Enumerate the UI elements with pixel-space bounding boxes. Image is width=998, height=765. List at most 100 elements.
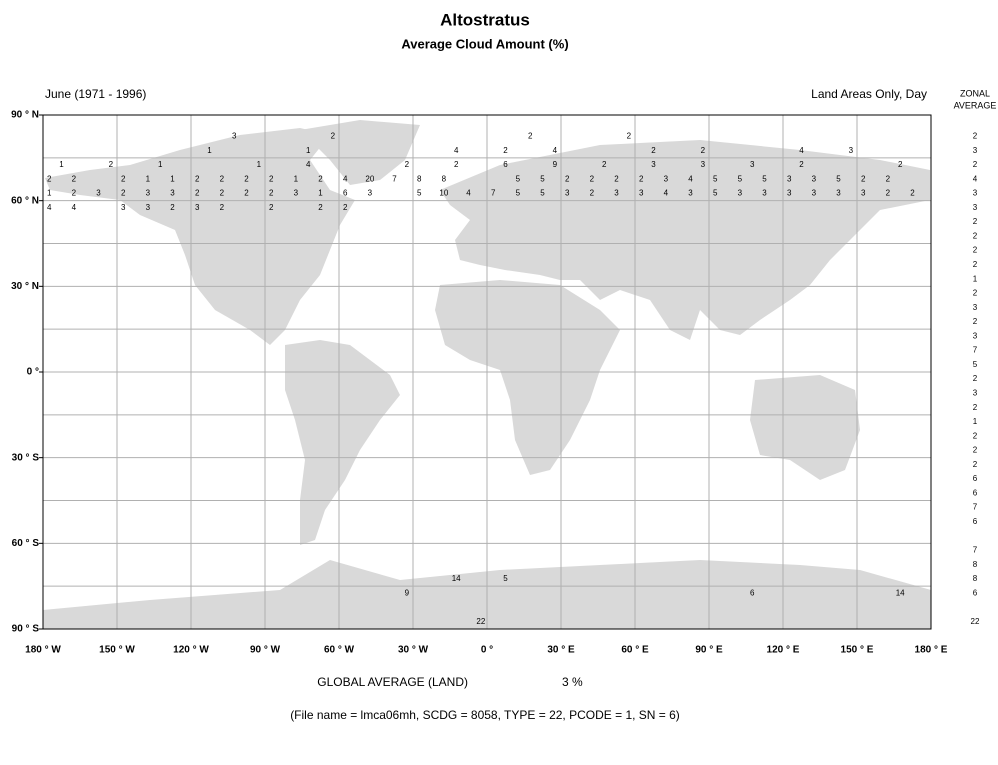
x-tick-label: 120 ° E <box>767 645 800 656</box>
cell-value: 6 <box>750 588 755 597</box>
cell-value: 5 <box>417 189 422 198</box>
cell-value: 2 <box>343 203 348 212</box>
cell-value: 3 <box>639 189 644 198</box>
cell-value: 5 <box>540 189 545 198</box>
cell-value: 6 <box>343 189 348 198</box>
cell-value: 1 <box>158 160 163 169</box>
zonal-average: 7 <box>973 503 978 512</box>
coverage-label: Land Areas Only, Day <box>811 87 927 101</box>
cell-value: 2 <box>614 174 619 183</box>
cell-value: 3 <box>614 189 619 198</box>
zonal-average: 2 <box>973 132 978 141</box>
cell-value: 1 <box>59 160 64 169</box>
cell-value: 2 <box>886 189 891 198</box>
cell-value: 2 <box>269 174 274 183</box>
cell-value: 9 <box>405 588 410 597</box>
cell-value: 2 <box>602 160 607 169</box>
cell-value: 5 <box>540 174 545 183</box>
zonal-average: 6 <box>973 588 978 597</box>
cell-value: 7 <box>392 174 397 183</box>
cell-value: 3 <box>368 189 373 198</box>
cell-value: 20 <box>365 174 374 183</box>
cell-value: 2 <box>651 146 656 155</box>
zonal-average: 8 <box>973 574 978 583</box>
zonal-average: 2 <box>973 246 978 255</box>
cell-value: 3 <box>861 189 866 198</box>
cell-value: 4 <box>799 146 804 155</box>
cell-value: 3 <box>195 203 200 212</box>
x-tick-label: 30 ° W <box>398 645 429 656</box>
cell-value: 2 <box>799 160 804 169</box>
africa <box>435 280 620 475</box>
zonal-average: 2 <box>973 160 978 169</box>
cell-value: 9 <box>553 160 558 169</box>
cell-value: 4 <box>466 189 471 198</box>
cell-value: 2 <box>220 203 225 212</box>
zonal-average: 2 <box>973 403 978 412</box>
cell-value: 3 <box>146 189 151 198</box>
x-tick-label: 90 ° W <box>250 645 281 656</box>
cell-value: 2 <box>701 146 706 155</box>
y-tick-label: 60 ° N <box>11 195 39 206</box>
zonal-average: 2 <box>973 317 978 326</box>
zonal-average: 7 <box>973 546 978 555</box>
chart-subtitle: Average Cloud Amount (%) <box>401 36 568 51</box>
zonal-average: 3 <box>973 331 978 340</box>
south-america <box>285 340 400 545</box>
y-tick-label: 30 ° S <box>12 452 40 463</box>
cell-value: 3 <box>812 174 817 183</box>
zonal-average: 6 <box>973 488 978 497</box>
north-america <box>45 128 355 345</box>
cell-value: 2 <box>590 174 595 183</box>
cell-value: 2 <box>318 203 323 212</box>
x-tick-label: 30 ° E <box>547 645 575 656</box>
chart-title: Altostratus <box>440 10 530 29</box>
grid <box>42 115 932 629</box>
cell-value: 2 <box>910 189 915 198</box>
cell-value: 5 <box>503 574 508 583</box>
cell-value: 2 <box>898 160 903 169</box>
x-tick-label: 60 ° W <box>324 645 355 656</box>
y-tick-label: 90 ° S <box>12 624 40 635</box>
greenland <box>300 120 420 185</box>
cell-value: 1 <box>257 160 262 169</box>
cell-value: 3 <box>170 189 175 198</box>
cell-value: 2 <box>121 174 126 183</box>
zonal-average: 3 <box>973 203 978 212</box>
zonal-average: 7 <box>973 346 978 355</box>
x-tick-label: 60 ° E <box>621 645 649 656</box>
zonal-average: 6 <box>973 474 978 483</box>
cell-value: 2 <box>503 146 508 155</box>
cell-value: 1 <box>170 174 175 183</box>
cell-value: 2 <box>861 174 866 183</box>
x-tick-label: 90 ° E <box>695 645 723 656</box>
cell-value: 2 <box>318 174 323 183</box>
cell-value: 2 <box>121 189 126 198</box>
cell-value: 14 <box>452 574 461 583</box>
cell-value: 1 <box>294 174 299 183</box>
cell-value: 3 <box>836 189 841 198</box>
cell-value: 1 <box>47 189 52 198</box>
australia <box>750 375 860 480</box>
cell-value: 2 <box>528 132 533 141</box>
zonal-average: 1 <box>973 417 978 426</box>
cell-value: 2 <box>565 174 570 183</box>
eurasia <box>440 140 930 340</box>
cell-value: 1 <box>306 146 311 155</box>
zonal-average: 2 <box>973 431 978 440</box>
cell-value: 2 <box>72 189 77 198</box>
cell-value: 2 <box>195 189 200 198</box>
cell-value: 2 <box>244 189 249 198</box>
y-tick-label: 0 ° <box>27 367 39 378</box>
global-average-value: 3 % <box>562 675 583 689</box>
cell-value: 5 <box>836 174 841 183</box>
cell-value: 2 <box>405 160 410 169</box>
cell-value: 4 <box>72 203 77 212</box>
x-tick-label: 150 ° W <box>99 645 135 656</box>
global-average-label: GLOBAL AVERAGE (LAND) <box>317 675 468 689</box>
zonal-average: 3 <box>973 189 978 198</box>
cell-value: 2 <box>590 189 595 198</box>
cell-value: 3 <box>664 174 669 183</box>
cell-value: 2 <box>639 174 644 183</box>
